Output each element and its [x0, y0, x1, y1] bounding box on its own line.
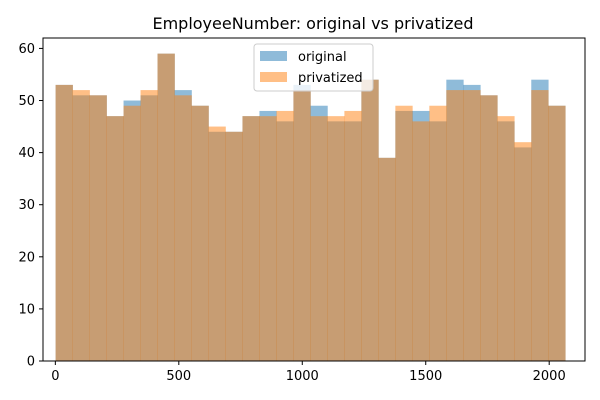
- plot-frame: [42, 37, 586, 362]
- x-tick-label-0: 0: [51, 369, 59, 384]
- y-tick-label-0: 0: [27, 355, 35, 370]
- y-tick-label-50: 50: [18, 94, 35, 109]
- y-tick-label-40: 40: [18, 146, 35, 161]
- bar-privatized-14: [293, 90, 311, 361]
- bar-privatized-11: [242, 116, 260, 362]
- y-tick-label-30: 30: [18, 198, 35, 213]
- bar-privatized-26: [497, 116, 515, 362]
- bar-privatized-12: [259, 116, 277, 362]
- bar-privatized-0: [55, 84, 73, 361]
- legend-label-original: original: [298, 50, 347, 65]
- bar-privatized-7: [174, 95, 192, 361]
- bar-privatized-27: [514, 142, 532, 361]
- bar-privatized-15: [310, 116, 328, 362]
- bar-privatized-19: [378, 157, 396, 361]
- y-tick-label-60: 60: [18, 42, 35, 57]
- bar-privatized-25: [480, 95, 498, 361]
- legend-swatch-original: [260, 51, 287, 61]
- legend-label-privatized: privatized: [298, 71, 363, 86]
- bar-privatized-17: [344, 110, 362, 361]
- bar-privatized-4: [123, 105, 141, 361]
- bar-privatized-8: [191, 105, 209, 361]
- x-tick-label-500: 500: [166, 369, 191, 384]
- bar-privatized-21: [412, 121, 430, 361]
- y-tick-label-20: 20: [18, 250, 35, 265]
- bar-privatized-24: [463, 90, 481, 361]
- legend-swatch-privatized: [260, 72, 287, 82]
- bar-privatized-3: [106, 116, 124, 362]
- legend: original privatized: [253, 43, 374, 92]
- bar-privatized-18: [361, 79, 379, 362]
- axes-group: 0 500 1000 1500 2000 0 10 20 30 40 50 60: [18, 37, 586, 384]
- bar-privatized-23: [446, 90, 464, 361]
- bar-privatized-1: [72, 90, 90, 361]
- bar-privatized-22: [429, 105, 447, 361]
- bar-privatized-9: [208, 126, 226, 361]
- x-tick-label-2000: 2000: [533, 369, 566, 384]
- bar-privatized-2: [89, 95, 107, 361]
- x-tick-label-1500: 1500: [409, 369, 442, 384]
- bar-privatized-28: [531, 90, 549, 361]
- bars-group: [55, 53, 566, 362]
- y-tick-label-10: 10: [18, 302, 35, 317]
- x-tick-label-1000: 1000: [286, 369, 319, 384]
- bar-privatized-20: [395, 105, 413, 361]
- bar-privatized-29: [548, 105, 566, 361]
- bar-privatized-13: [276, 110, 294, 361]
- bar-privatized-6: [157, 53, 175, 361]
- bar-privatized-5: [140, 90, 158, 361]
- bar-privatized-16: [327, 116, 345, 362]
- chart-title: EmployeeNumber: original vs privatized: [152, 14, 473, 33]
- bar-privatized-10: [225, 131, 243, 361]
